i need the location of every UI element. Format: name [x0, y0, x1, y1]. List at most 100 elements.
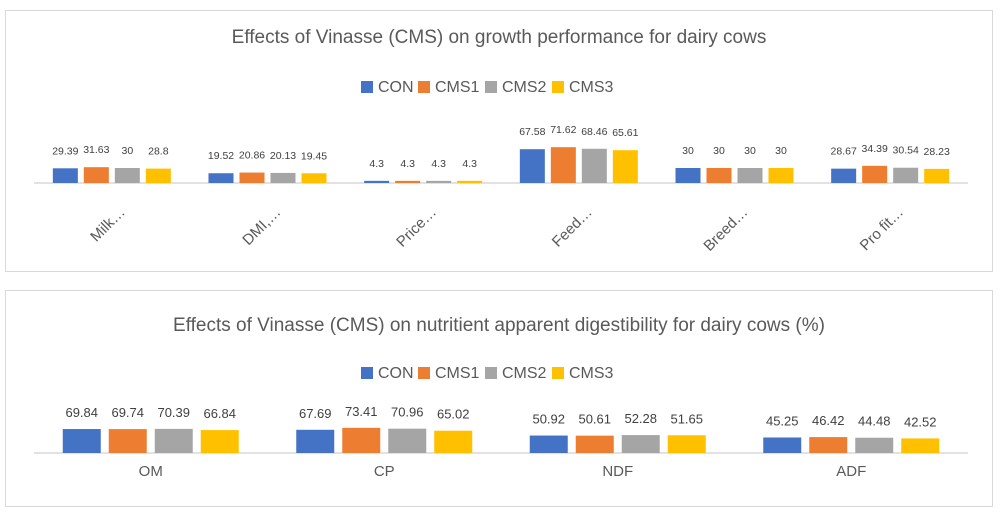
bar: [388, 428, 427, 453]
data-label: 30: [775, 145, 787, 157]
category-label: DMI,…: [239, 204, 284, 249]
bar: [550, 147, 576, 183]
bar: [457, 180, 483, 183]
data-label: 4.3: [462, 158, 477, 170]
bar: [855, 437, 894, 453]
data-label: 71.62: [550, 124, 576, 136]
legend-label: CMS1: [435, 79, 480, 96]
data-label: 50.61: [578, 412, 611, 427]
data-label: 51.65: [670, 411, 703, 426]
chart-title: Effects of Vinasse (CMS) on nutritient a…: [173, 315, 825, 336]
legend-label: CMS2: [502, 365, 547, 382]
bar: [52, 168, 78, 183]
chart-svg: Effects of Vinasse (CMS) on growth perfo…: [34, 27, 968, 255]
data-label: 65.02: [437, 407, 470, 422]
legend-swatch: [361, 81, 373, 93]
category-label: Pro fit…: [857, 204, 907, 254]
bar: [342, 427, 381, 453]
bar: [575, 435, 614, 453]
legend-swatch: [361, 367, 373, 379]
data-label: 44.48: [858, 414, 891, 429]
data-label: 73.41: [345, 404, 378, 419]
chart-svg: Effects of Vinasse (CMS) on nutritient a…: [34, 315, 968, 480]
data-label: 42.52: [904, 414, 937, 429]
data-label: 65.61: [612, 127, 638, 139]
bar: [83, 167, 109, 183]
data-label: 68.46: [581, 126, 607, 138]
bar: [62, 429, 101, 453]
bar: [809, 437, 848, 453]
data-label: 50.92: [532, 412, 565, 427]
bar: [239, 172, 265, 183]
category-label: Breed…: [700, 204, 751, 255]
data-label: 30.54: [893, 145, 919, 157]
legend-swatch: [418, 81, 430, 93]
category-label: NDF: [602, 463, 633, 480]
bar: [924, 168, 950, 183]
legend-label: CMS3: [569, 79, 614, 96]
data-label: 19.45: [301, 150, 327, 162]
data-label: 30: [121, 145, 133, 157]
data-label: 31.63: [83, 144, 109, 156]
data-label: 28.23: [924, 146, 950, 158]
bar: [301, 173, 327, 183]
data-label: 29.39: [52, 145, 78, 157]
data-label: 28.67: [831, 146, 857, 158]
bar: [200, 430, 239, 453]
legend-label: CMS1: [435, 365, 480, 382]
bar: [675, 168, 701, 183]
legend-swatch: [552, 367, 564, 379]
legend-label: CMS3: [569, 365, 614, 382]
category-label: Milk…: [87, 204, 128, 245]
legend-label: CON: [378, 365, 414, 382]
data-label: 4.3: [369, 158, 384, 170]
growth-performance-chart: Effects of Vinasse (CMS) on growth perfo…: [5, 10, 993, 272]
category-label: OM: [139, 463, 163, 480]
legend-swatch: [552, 81, 564, 93]
bar: [893, 167, 919, 183]
data-label: 69.84: [65, 405, 98, 420]
category-label: Price…: [393, 204, 440, 251]
bar: [768, 168, 794, 183]
bar: [581, 148, 607, 183]
data-label: 70.96: [391, 405, 424, 420]
legend-label: CON: [378, 79, 414, 96]
data-label: 52.28: [624, 411, 657, 426]
data-label: 30: [682, 145, 694, 157]
data-label: 70.39: [157, 405, 190, 420]
data-label: 45.25: [766, 413, 799, 428]
bar: [529, 435, 568, 453]
data-label: 4.3: [400, 158, 415, 170]
bar: [364, 180, 390, 183]
bar: [621, 435, 660, 453]
bar: [737, 168, 763, 183]
legend-swatch: [485, 367, 497, 379]
bar: [426, 180, 452, 183]
bar: [519, 149, 545, 183]
bar: [208, 173, 234, 183]
data-label: 28.8: [148, 146, 169, 158]
bar: [154, 428, 193, 453]
data-label: 20.86: [239, 150, 265, 162]
category-label: CP: [374, 463, 395, 480]
bar: [296, 429, 335, 453]
bar: [831, 168, 857, 183]
digestibility-chart: Effects of Vinasse (CMS) on nutritient a…: [5, 290, 993, 507]
data-label: 30: [713, 145, 725, 157]
category-label: ADF: [836, 463, 866, 480]
data-label: 19.52: [208, 150, 234, 162]
bar: [667, 435, 706, 453]
bar: [862, 165, 888, 183]
data-label: 20.13: [270, 150, 296, 162]
bar: [434, 430, 473, 453]
data-label: 30: [744, 145, 756, 157]
bar: [612, 150, 638, 183]
data-label: 46.42: [812, 413, 845, 428]
legend-swatch: [485, 81, 497, 93]
legend-swatch: [418, 367, 430, 379]
data-label: 34.39: [862, 143, 888, 155]
data-label: 4.3: [431, 158, 446, 170]
bar: [108, 429, 147, 453]
bar: [114, 168, 140, 183]
data-label: 67.58: [519, 126, 545, 138]
